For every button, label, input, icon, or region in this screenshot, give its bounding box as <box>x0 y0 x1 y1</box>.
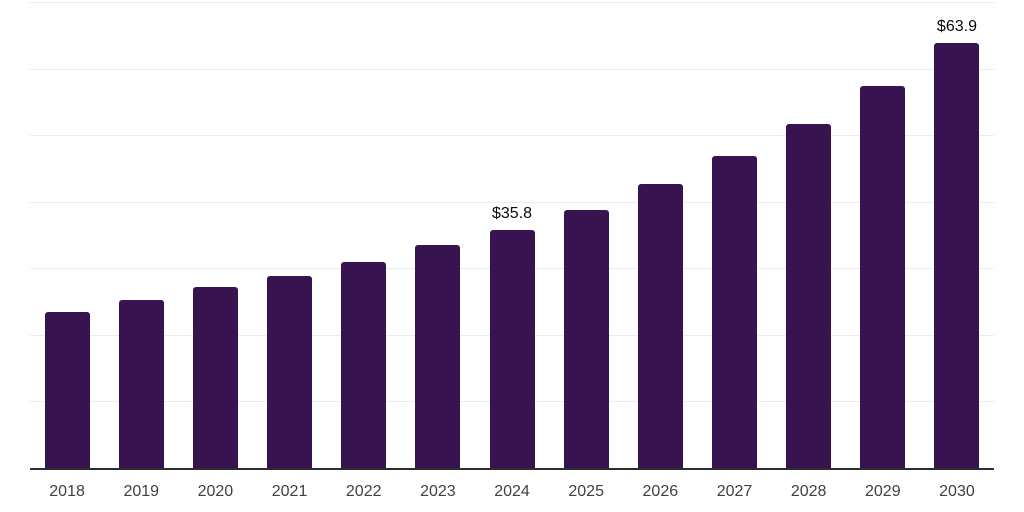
x-tick-label-2021: 2021 <box>271 483 308 500</box>
bar-band-2028 <box>772 2 846 468</box>
bars: $35.8 $63.9 <box>30 2 994 468</box>
x-tick-label-2026: 2026 <box>642 483 679 500</box>
x-axis-line <box>30 468 994 470</box>
bar-2026 <box>637 183 683 468</box>
bar-2030 <box>934 42 980 468</box>
x-tick-label-2024: 2024 <box>494 483 530 500</box>
x-tick-label-2030: 2030 <box>939 483 975 500</box>
x-tick-label-2020: 2020 <box>197 483 234 500</box>
bar-2023 <box>415 245 461 468</box>
x-axis-labels: 2018 2019 2020 2021 2022 2023 2024 2025 2026 2027… <box>30 484 994 500</box>
bar-band-2029 <box>846 2 920 468</box>
bar-band-2027 <box>697 2 771 468</box>
bar-band-2023 <box>401 2 475 468</box>
bar-band-2021 <box>252 2 326 468</box>
bar-2027 <box>711 155 757 468</box>
gridline-60 <box>30 68 994 70</box>
bar-band-2030: $63.9 <box>920 2 994 468</box>
data-label-2024: $35.8 <box>491 204 533 222</box>
bar-band-2020 <box>178 2 252 468</box>
bar-2021 <box>267 275 313 468</box>
bar-2024 <box>489 229 535 468</box>
bar-2029 <box>860 85 906 468</box>
x-tick-label-2018: 2018 <box>49 483 85 500</box>
bar-band-2026 <box>623 2 697 468</box>
plot-area: $35.8 $63.9 <box>30 2 994 470</box>
x-tick-label-2019: 2019 <box>123 483 160 500</box>
gridline-70 <box>30 2 994 3</box>
bar-2022 <box>341 261 387 468</box>
x-tick-label-2023: 2023 <box>420 483 456 500</box>
bar-2028 <box>786 123 832 468</box>
bar-band-2022 <box>327 2 401 468</box>
gridline-40 <box>30 201 994 203</box>
x-tick-label-2029: 2029 <box>865 483 901 500</box>
x-tick-label-2027: 2027 <box>716 483 753 500</box>
bar-2019 <box>118 300 164 468</box>
bar-band-2025 <box>549 2 623 468</box>
bar-2018 <box>44 312 90 468</box>
bar-band-2018 <box>30 2 104 468</box>
x-tick-label-2028: 2028 <box>790 483 827 500</box>
x-tick-label-2025: 2025 <box>568 483 604 500</box>
gridline-50 <box>30 135 994 137</box>
data-label-2030: $63.9 <box>936 17 977 35</box>
x-tick-label-2022: 2022 <box>345 483 382 500</box>
bar-band-2019 <box>104 2 178 468</box>
bar-2020 <box>192 286 238 468</box>
bar-band-2024: $35.8 <box>475 2 549 468</box>
bar-2025 <box>563 209 609 468</box>
